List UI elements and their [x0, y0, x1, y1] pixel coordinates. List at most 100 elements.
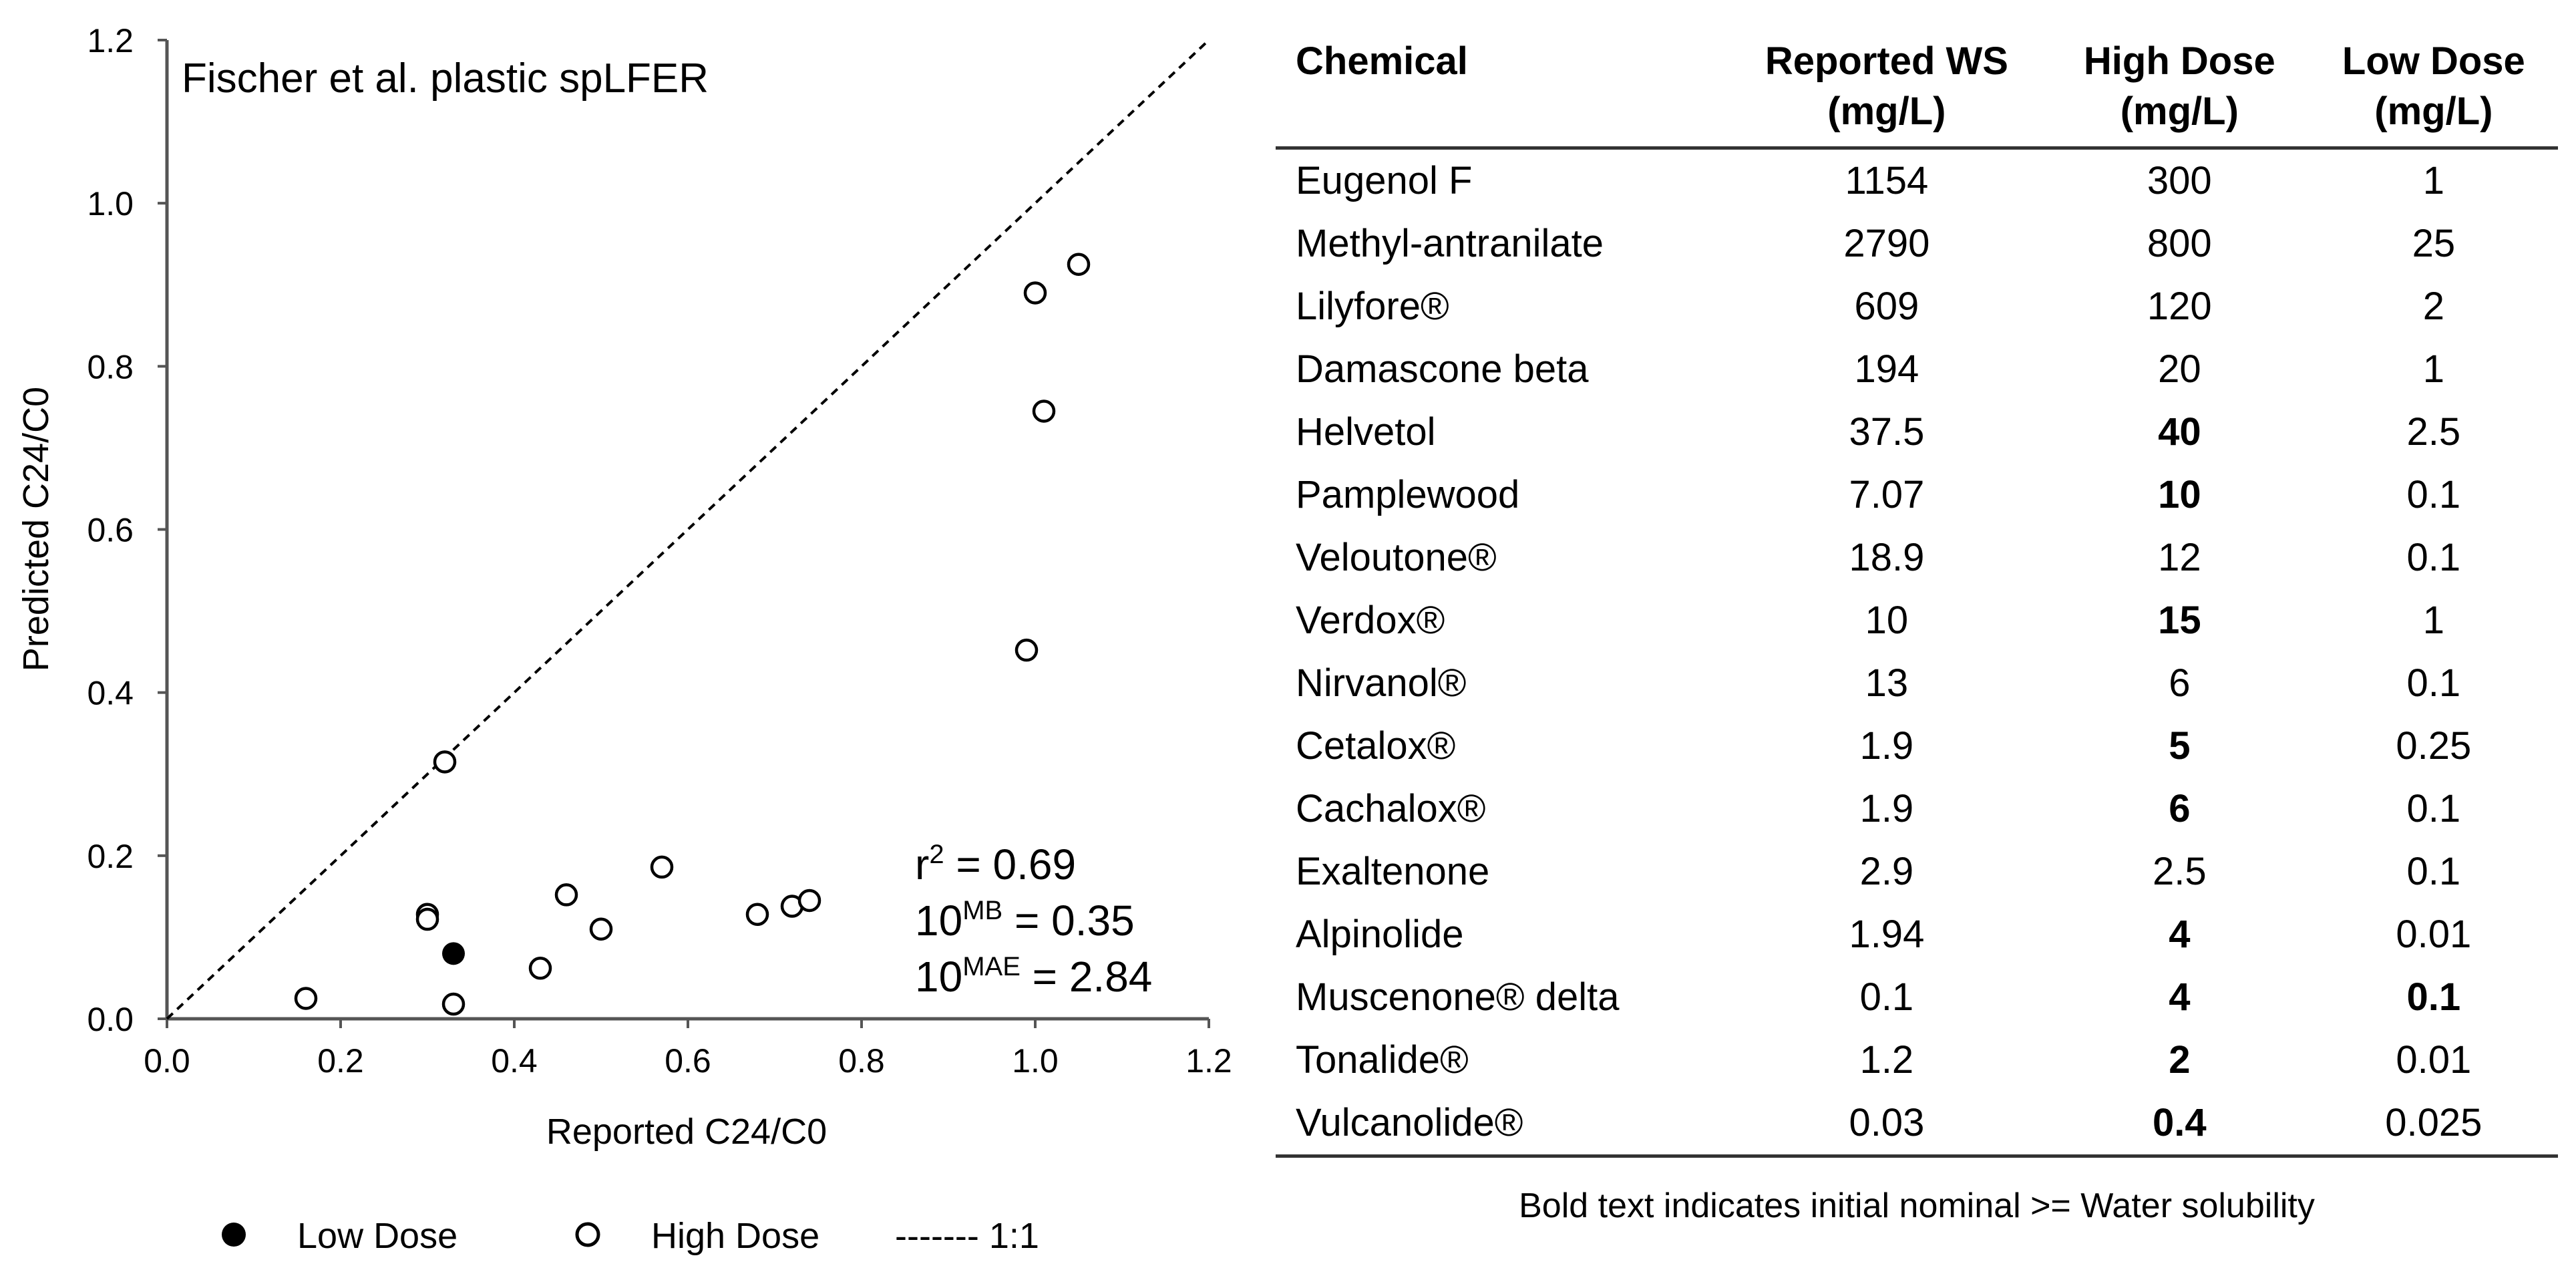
legend-marker-low-dose: [222, 1223, 246, 1247]
cell-high-dose: 0.4: [2049, 1091, 2310, 1158]
cell-reported-ws: 37.5: [1849, 410, 1925, 454]
cell-low-dose: 0.1: [2406, 975, 2461, 1019]
y-tick-label: 0.8: [87, 348, 134, 385]
cell-low-dose: 1: [2422, 347, 2444, 391]
cell-chemical: Nirvanol®: [1296, 661, 1467, 705]
y-axis-label: Predicted C24/C0: [16, 387, 56, 671]
cell-high-dose: 6: [2169, 786, 2191, 830]
high-dose-point: [650, 855, 674, 879]
high-dose-point: [294, 987, 318, 1010]
table-row: Lilyfore® 609 120 2: [1276, 275, 2558, 338]
table-header-row: Chemical Reported WS (mg/L) High Dose (mg/…: [1276, 27, 2558, 150]
table-row: Damascone beta 194 20 1: [1276, 338, 2558, 401]
cell-chemical: Alpinolide: [1296, 912, 1464, 956]
cell-chemical: Pamplewood: [1296, 472, 1520, 516]
x-axis-label: Reported C24/C0: [546, 1112, 827, 1152]
cell-high-dose: 120: [2147, 284, 2212, 328]
x-tick-label: 0.6: [665, 1042, 711, 1080]
x-tick-label: 0.8: [838, 1042, 885, 1080]
header-low-dose: Low Dose (mg/L): [2309, 27, 2558, 150]
cell-reported-ws: 18.9: [1849, 535, 1925, 579]
cell-chemical: Cetalox®: [1296, 724, 1456, 768]
cell-chemical: Methyl-antranilate: [1296, 221, 1604, 265]
x-tick-label: 0.4: [491, 1042, 538, 1080]
cell-chemical: Helvetol: [1296, 410, 1436, 454]
table-row: Veloutone® 18.9 12 0.1: [1276, 526, 2558, 589]
high-dose-point: [433, 750, 457, 774]
cell-chemical: Veloutone®: [1296, 535, 1497, 579]
cell-reported-ws: 0.03: [1723, 1091, 2050, 1158]
high-dose-point: [1032, 399, 1056, 423]
scatter-plot: 0.0 0.2 0.4 0.6 0.8 1.0 1.2 0.0 0.2 0.4 0.6 0.8 1.0 1…: [16, 22, 1232, 1256]
high-dose-point: [589, 917, 613, 941]
table-row: Tonalide® 1.2 2 0.01: [1276, 1029, 2558, 1092]
stat-mb: 10MB = 0.35: [915, 896, 1135, 945]
cell-low-dose: 0.025: [2309, 1091, 2558, 1158]
cell-high-dose: 10: [2158, 472, 2201, 516]
table-row: Pamplewood 7.07 10 0.1: [1276, 464, 2558, 526]
cell-high-dose: 4: [2169, 912, 2191, 956]
cell-high-dose: 12: [2158, 535, 2201, 579]
cell-chemical: Tonalide®: [1296, 1037, 1469, 1082]
y-tick-label: 0.0: [87, 1001, 134, 1038]
cell-low-dose: 0.1: [2406, 849, 2461, 893]
legend-label-high-dose: High Dose: [651, 1216, 819, 1256]
cell-reported-ws: 2790: [1843, 221, 1930, 265]
table-row: Helvetol 37.5 40 2.5: [1276, 401, 2558, 464]
header-chemical: Chemical: [1276, 27, 1724, 150]
cell-reported-ws: 7.07: [1849, 472, 1925, 516]
cell-high-dose: 6: [2169, 661, 2191, 705]
high-dose-point: [528, 957, 552, 980]
x-tick-label: 1.0: [1012, 1042, 1059, 1080]
cell-high-dose: 300: [2147, 158, 2212, 202]
cell-low-dose: 0.1: [2406, 535, 2461, 579]
cell-high-dose: 800: [2147, 221, 2212, 265]
cell-reported-ws: 1.94: [1849, 912, 1925, 956]
high-dose-point: [745, 903, 769, 926]
table-row: Verdox® 10 15 1: [1276, 589, 2558, 652]
high-dose-point: [1015, 638, 1039, 662]
cell-chemical: Lilyfore®: [1296, 284, 1449, 328]
cell-reported-ws: 194: [1854, 347, 1919, 391]
cell-low-dose: 0.1: [2406, 661, 2461, 705]
table-footnote: Bold text indicates initial nominal >= W…: [1519, 1186, 2315, 1225]
cell-reported-ws: 1154: [1845, 158, 1929, 202]
table-row: Nirvanol® 13 6 0.1: [1276, 652, 2558, 715]
cell-low-dose: 1: [2422, 598, 2444, 642]
high-dose-point: [1067, 253, 1091, 276]
legend-marker-high-dose: [575, 1222, 600, 1247]
cell-low-dose: 25: [2412, 221, 2456, 265]
cell-chemical: Damascone beta: [1296, 347, 1589, 391]
header-reported-ws: Reported WS (mg/L): [1723, 27, 2050, 150]
cell-chemical: Verdox®: [1296, 598, 1445, 642]
stat-mae: 10MAE = 2.84: [915, 952, 1152, 1001]
high-dose-point: [797, 889, 821, 913]
y-tick-label: 0.2: [87, 838, 134, 875]
cell-reported-ws: 1.9: [1859, 786, 1914, 830]
legend-label-one-to-one: ------- 1:1: [895, 1216, 1039, 1256]
cell-low-dose: 2: [2422, 284, 2444, 328]
table-row: Cetalox® 1.9 5 0.25: [1276, 715, 2558, 778]
cell-low-dose: 1: [2422, 158, 2444, 202]
cell-reported-ws: 2.9: [1859, 849, 1914, 893]
high-dose-point: [415, 907, 439, 931]
high-dose-point: [554, 883, 578, 907]
x-tick-label: 0.0: [144, 1042, 190, 1080]
cell-low-dose: 0.1: [2406, 786, 2461, 830]
cell-high-dose: 40: [2158, 410, 2201, 454]
cell-chemical: Exaltenone: [1296, 849, 1490, 893]
cell-chemical: Cachalox®: [1296, 786, 1486, 830]
cell-reported-ws: 1.9: [1859, 724, 1914, 768]
low-dose-point: [442, 942, 465, 965]
cell-high-dose: 2: [2169, 1037, 2191, 1082]
x-tick-label: 0.2: [317, 1042, 364, 1080]
cell-low-dose: 0.01: [2396, 1037, 2472, 1082]
x-tick-label: 1.2: [1185, 1042, 1232, 1080]
table-row: Cachalox® 1.9 6 0.1: [1276, 778, 2558, 840]
chart-title: Fischer et al. plastic spLFER: [182, 55, 709, 102]
cell-high-dose: 2.5: [2153, 849, 2207, 893]
stat-r2: r2 = 0.69: [915, 840, 1076, 889]
cell-high-dose: 5: [2169, 724, 2191, 768]
high-dose-point: [1023, 281, 1047, 305]
cell-high-dose: 20: [2158, 347, 2201, 391]
